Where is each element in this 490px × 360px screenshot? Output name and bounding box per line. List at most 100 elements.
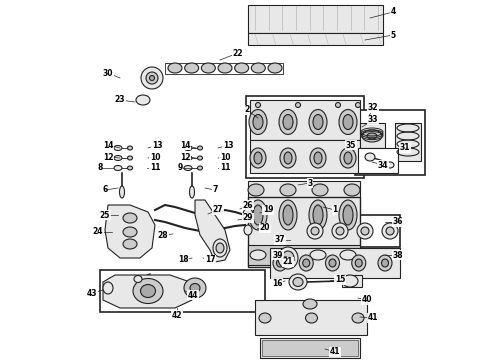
- Text: 19: 19: [263, 206, 273, 215]
- Ellipse shape: [216, 243, 224, 253]
- Ellipse shape: [336, 103, 341, 108]
- Text: 31: 31: [400, 144, 410, 153]
- Ellipse shape: [123, 227, 137, 237]
- Text: 10: 10: [150, 153, 160, 162]
- Ellipse shape: [356, 103, 361, 108]
- Bar: [355, 110, 425, 175]
- Ellipse shape: [273, 255, 287, 271]
- Ellipse shape: [310, 148, 326, 168]
- Ellipse shape: [243, 208, 253, 222]
- Ellipse shape: [362, 130, 382, 142]
- Text: 41: 41: [368, 314, 378, 323]
- Ellipse shape: [114, 145, 122, 150]
- Text: 44: 44: [188, 291, 198, 300]
- Ellipse shape: [114, 166, 122, 171]
- Ellipse shape: [280, 250, 296, 260]
- Text: 21: 21: [283, 257, 293, 266]
- Ellipse shape: [184, 166, 192, 171]
- Ellipse shape: [311, 227, 319, 235]
- Ellipse shape: [313, 114, 323, 130]
- Text: 10: 10: [220, 153, 230, 162]
- Ellipse shape: [255, 103, 261, 108]
- Text: 41: 41: [330, 347, 340, 356]
- Text: 24: 24: [93, 228, 103, 237]
- Ellipse shape: [213, 239, 227, 257]
- Ellipse shape: [134, 275, 142, 283]
- Bar: [248, 245, 360, 265]
- Bar: [250, 100, 360, 140]
- Ellipse shape: [313, 205, 323, 225]
- Ellipse shape: [259, 313, 271, 323]
- Ellipse shape: [339, 200, 357, 230]
- Ellipse shape: [218, 63, 232, 73]
- Text: 18: 18: [178, 256, 188, 265]
- Ellipse shape: [197, 156, 202, 160]
- Text: 38: 38: [392, 251, 403, 260]
- Ellipse shape: [332, 223, 348, 239]
- Ellipse shape: [123, 239, 137, 249]
- Ellipse shape: [344, 184, 360, 196]
- Bar: [250, 140, 360, 173]
- Ellipse shape: [312, 184, 328, 196]
- Text: 28: 28: [158, 230, 168, 239]
- Ellipse shape: [386, 227, 394, 235]
- Text: 32: 32: [368, 104, 378, 112]
- Bar: [248, 181, 360, 199]
- Ellipse shape: [103, 282, 113, 294]
- Text: 14: 14: [180, 140, 190, 149]
- Ellipse shape: [283, 114, 293, 130]
- Ellipse shape: [282, 251, 294, 265]
- Text: 15: 15: [335, 275, 345, 284]
- Ellipse shape: [190, 284, 200, 292]
- Ellipse shape: [299, 255, 313, 271]
- Bar: [248, 197, 360, 267]
- Ellipse shape: [127, 146, 132, 150]
- Text: 12: 12: [180, 153, 190, 162]
- Text: 36: 36: [393, 217, 403, 226]
- Ellipse shape: [280, 184, 296, 196]
- Text: 34: 34: [378, 161, 388, 170]
- Ellipse shape: [114, 156, 122, 161]
- Ellipse shape: [340, 148, 356, 168]
- Ellipse shape: [190, 186, 195, 198]
- Ellipse shape: [340, 250, 356, 260]
- Ellipse shape: [253, 114, 263, 130]
- Ellipse shape: [278, 247, 298, 269]
- Text: 37: 37: [275, 235, 285, 244]
- Polygon shape: [195, 200, 230, 262]
- Polygon shape: [105, 205, 155, 258]
- Ellipse shape: [279, 200, 297, 230]
- Ellipse shape: [123, 213, 137, 223]
- Ellipse shape: [303, 299, 317, 309]
- Ellipse shape: [133, 279, 163, 303]
- Ellipse shape: [344, 152, 352, 164]
- Ellipse shape: [254, 152, 262, 164]
- Text: 7: 7: [212, 185, 218, 194]
- Ellipse shape: [127, 166, 132, 170]
- Ellipse shape: [197, 146, 202, 150]
- Bar: [246, 96, 364, 178]
- Text: 35: 35: [346, 140, 356, 149]
- Ellipse shape: [361, 227, 369, 235]
- Ellipse shape: [250, 250, 266, 260]
- Ellipse shape: [382, 259, 389, 267]
- Text: 3: 3: [307, 179, 313, 188]
- Ellipse shape: [201, 63, 215, 73]
- Bar: [358, 148, 398, 173]
- Ellipse shape: [280, 148, 296, 168]
- Bar: [360, 123, 385, 148]
- Bar: [255, 300, 367, 335]
- Text: 9: 9: [177, 163, 183, 172]
- Text: 1: 1: [332, 206, 338, 215]
- Text: 29: 29: [243, 213, 253, 222]
- Ellipse shape: [253, 205, 263, 225]
- Ellipse shape: [343, 205, 353, 225]
- Ellipse shape: [141, 67, 163, 89]
- Text: 16: 16: [272, 279, 282, 288]
- Ellipse shape: [235, 63, 248, 73]
- Ellipse shape: [309, 200, 327, 230]
- Ellipse shape: [295, 103, 300, 108]
- Bar: [248, 33, 383, 45]
- Bar: [305, 215, 400, 247]
- Ellipse shape: [248, 184, 264, 196]
